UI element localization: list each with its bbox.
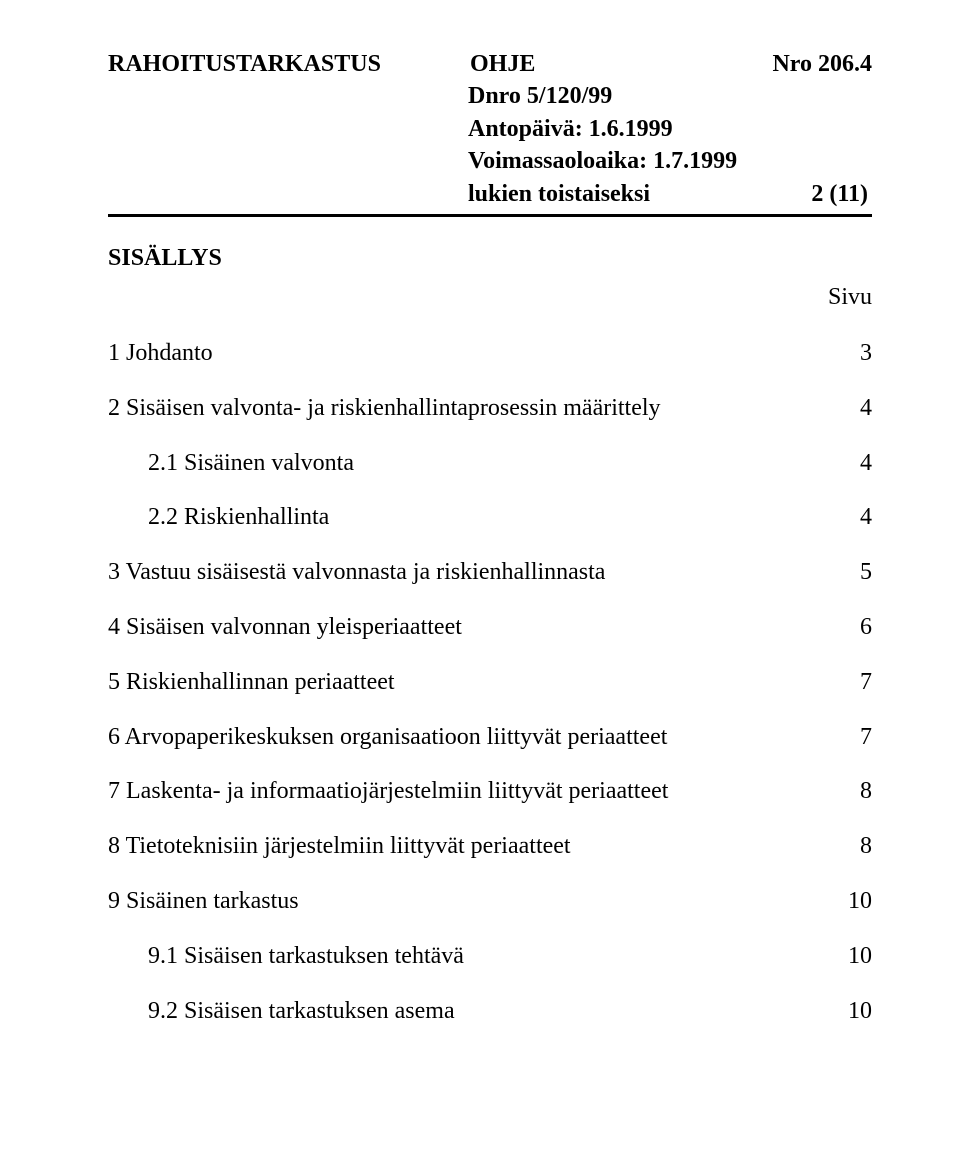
- toc-page-number: 8: [832, 832, 872, 861]
- toc-label: 2.2 Riskienhallinta: [148, 503, 832, 532]
- toc-page-number: 4: [832, 503, 872, 532]
- toc-label: 3 Vastuu sisäisestä valvonnasta ja riski…: [108, 558, 832, 587]
- toc-label: 2.1 Sisäinen valvonta: [148, 449, 832, 478]
- toc-page-number: 4: [832, 449, 872, 478]
- toc-page-number: 10: [832, 942, 872, 971]
- toc-row: 7 Laskenta- ja informaatiojärjestelmiin …: [108, 777, 872, 806]
- toc-row: 3 Vastuu sisäisestä valvonnasta ja riski…: [108, 558, 872, 587]
- header-row-1: RAHOITUSTARKASTUS OHJE Nro 206.4: [108, 48, 872, 80]
- toc-row: 6 Arvopaperikeskuksen organisaatioon lii…: [108, 723, 872, 752]
- header-valid: Voimassaoloaika: 1.7.1999: [468, 145, 868, 177]
- toc-row: 5 Riskienhallinnan periaatteet7: [108, 668, 872, 697]
- header-rule: [108, 214, 872, 217]
- toc-row: 9.2 Sisäisen tarkastuksen asema10: [108, 997, 872, 1026]
- toc-row: 9.1 Sisäisen tarkastuksen tehtävä10: [108, 942, 872, 971]
- header-doc-number: Nro 206.4: [732, 48, 872, 80]
- toc-row: 2 Sisäisen valvonta- ja riskienhallintap…: [108, 394, 872, 423]
- toc-label: 4 Sisäisen valvonnan yleisperiaatteet: [108, 613, 832, 642]
- toc-label: 1 Johdanto: [108, 339, 832, 368]
- toc-row: 2.2 Riskienhallinta4: [108, 503, 872, 532]
- toc-page-number: 5: [832, 558, 872, 587]
- toc-page-number: 8: [832, 777, 872, 806]
- header-row-4: Voimassaoloaika: 1.7.1999: [108, 145, 872, 177]
- toc-row: 8 Tietoteknisiin järjestelmiin liittyvät…: [108, 832, 872, 861]
- toc-label: 6 Arvopaperikeskuksen organisaatioon lii…: [108, 723, 832, 752]
- toc-label: 8 Tietoteknisiin järjestelmiin liittyvät…: [108, 832, 832, 861]
- header-row-5: lukien toistaiseksi 2 (11): [108, 178, 872, 210]
- header-issue: Antopäivä: 1.6.1999: [468, 113, 728, 145]
- toc-label: 9 Sisäinen tarkastus: [108, 887, 832, 916]
- toc-page-number: 7: [832, 668, 872, 697]
- header-page-of: 2 (11): [728, 178, 868, 210]
- header-doc-type: OHJE: [470, 48, 730, 80]
- header-dnro: Dnro 5/120/99: [468, 80, 728, 112]
- toc-row: 4 Sisäisen valvonnan yleisperiaatteet6: [108, 613, 872, 642]
- page-column-label: Sivu: [828, 284, 872, 311]
- toc-page-number: 6: [832, 613, 872, 642]
- toc-page-number: 10: [832, 997, 872, 1026]
- toc-page-number: 4: [832, 394, 872, 423]
- header-effective: lukien toistaiseksi: [468, 178, 728, 210]
- toc-label: 9.1 Sisäisen tarkastuksen tehtävä: [148, 942, 832, 971]
- toc-page-number: 7: [832, 723, 872, 752]
- toc-label: 9.2 Sisäisen tarkastuksen asema: [148, 997, 832, 1026]
- toc-row: 1 Johdanto3: [108, 339, 872, 368]
- toc-page-number: 10: [832, 887, 872, 916]
- toc-label: 2 Sisäisen valvonta- ja riskienhallintap…: [108, 394, 832, 423]
- toc-list: 1 Johdanto32 Sisäisen valvonta- ja riski…: [108, 339, 872, 1025]
- toc-title: SISÄLLYS: [108, 245, 872, 272]
- toc-page-number: 3: [832, 339, 872, 368]
- header-row-2: Dnro 5/120/99: [108, 80, 872, 112]
- toc-label: 5 Riskienhallinnan periaatteet: [108, 668, 832, 697]
- header-row-3: Antopäivä: 1.6.1999: [108, 113, 872, 145]
- toc-label: 7 Laskenta- ja informaatiojärjestelmiin …: [108, 777, 832, 806]
- toc-row: 2.1 Sisäinen valvonta4: [108, 449, 872, 478]
- toc-row: 9 Sisäinen tarkastus10: [108, 887, 872, 916]
- header-org: RAHOITUSTARKASTUS: [108, 48, 468, 80]
